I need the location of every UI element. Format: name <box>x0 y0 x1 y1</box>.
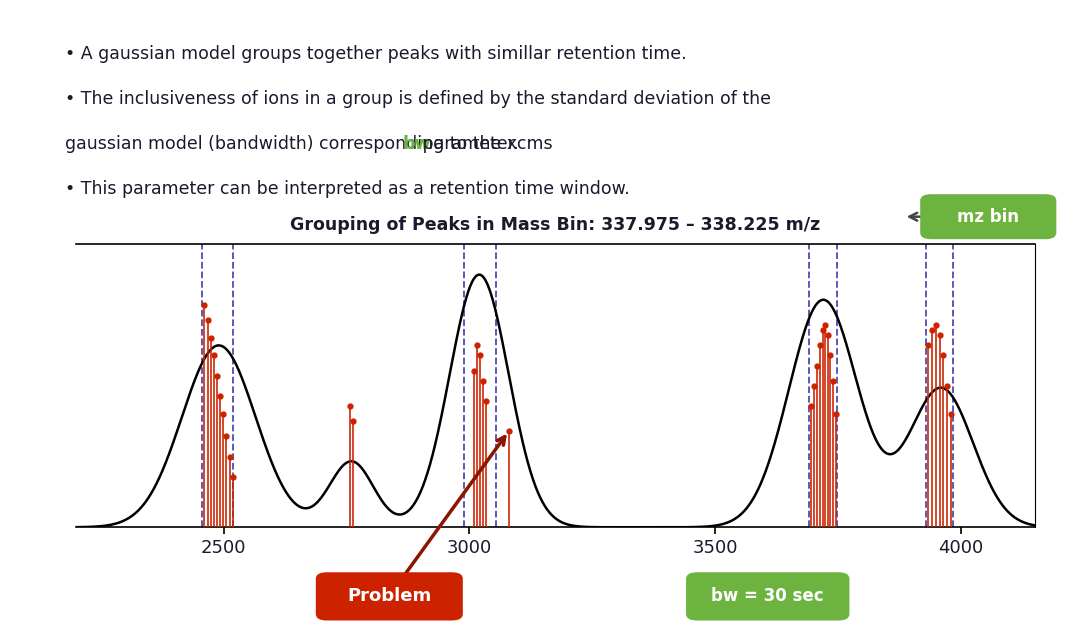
Text: bw: bw <box>403 135 431 153</box>
Title: Grouping of Peaks in Mass Bin: 337.975 – 338.225 m/z: Grouping of Peaks in Mass Bin: 337.975 –… <box>291 217 820 235</box>
Text: gaussian model (bandwidth) corresponding to the xcms: gaussian model (bandwidth) corresponding… <box>65 135 559 153</box>
FancyBboxPatch shape <box>920 194 1056 239</box>
Text: bw = 30 sec: bw = 30 sec <box>711 588 824 605</box>
Text: • This parameter can be interpreted as a retention time window.: • This parameter can be interpreted as a… <box>65 180 631 198</box>
Text: Problem: Problem <box>347 588 431 605</box>
Text: mz bin: mz bin <box>957 208 1019 226</box>
Text: • A gaussian model groups together peaks with simillar retention time.: • A gaussian model groups together peaks… <box>65 45 687 63</box>
Text: • The inclusiveness of ions in a group is defined by the standard deviation of t: • The inclusiveness of ions in a group i… <box>65 90 771 108</box>
FancyBboxPatch shape <box>686 572 849 620</box>
Text: parameter.: parameter. <box>417 135 518 153</box>
FancyBboxPatch shape <box>316 572 463 620</box>
